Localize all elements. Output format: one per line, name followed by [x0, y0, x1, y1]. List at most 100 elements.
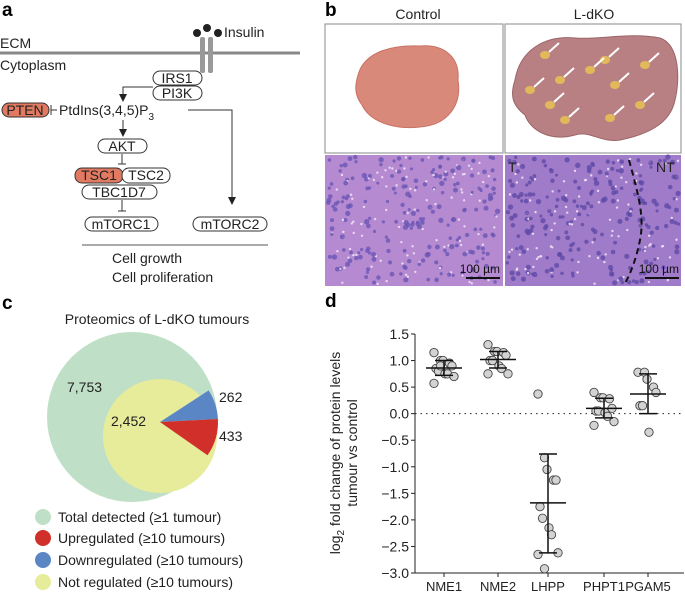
cell-nucleus — [422, 182, 428, 187]
cell-nucleus — [507, 158, 512, 163]
cell-nucleus — [549, 267, 555, 273]
data-point-nme2 — [501, 350, 511, 360]
pi3k-node — [152, 85, 203, 101]
cell-vacuole — [535, 247, 538, 250]
cell-vacuole — [461, 274, 464, 277]
cell-vacuole — [576, 271, 579, 274]
y-tick-label: −1.5 — [381, 485, 409, 501]
cell-nucleus — [410, 167, 414, 171]
cell-vacuole — [620, 165, 624, 168]
cell-nucleus — [371, 280, 377, 285]
cell-nucleus — [505, 261, 510, 265]
cell-nucleus — [653, 257, 657, 262]
cell-vacuole — [647, 234, 651, 237]
y-axis-label-line2: tumour vs control — [344, 399, 360, 506]
cell-nucleus — [624, 253, 630, 259]
arrow-icon — [643, 92, 655, 103]
cell-nucleus — [416, 224, 422, 230]
cell-nucleus — [417, 262, 422, 266]
cell-nucleus — [474, 207, 479, 212]
cell-vacuole — [412, 252, 416, 255]
cell-nucleus — [353, 154, 358, 160]
svg-text:Total detected (≥1 tumour): Total detected (≥1 tumour) — [58, 509, 221, 525]
cell-vacuole — [404, 273, 408, 277]
panel-c-venn: c Proteomics of L-dKO tumours 7,753 2,45… — [2, 293, 249, 590]
tsc2-node — [121, 167, 171, 184]
y-axis-label-line1: log2 fold change of protein levels — [327, 352, 347, 554]
cell-nucleus — [575, 162, 581, 169]
cell-vacuole — [435, 238, 438, 242]
cell-nucleus — [555, 173, 559, 177]
cell-nucleus — [641, 200, 646, 206]
histology-cells — [326, 154, 681, 286]
cell-nucleus — [571, 242, 576, 246]
cell-vacuole — [564, 205, 568, 209]
arrow-icon — [563, 67, 575, 78]
cell-nucleus — [643, 259, 649, 265]
cell-vacuole — [573, 169, 577, 173]
cell-nucleus — [481, 257, 485, 261]
control-title: Control — [395, 6, 440, 22]
cell-nucleus — [531, 192, 536, 197]
cell-nucleus — [448, 236, 453, 240]
cell-nucleus — [572, 199, 577, 204]
cell-vacuole — [391, 167, 394, 170]
cell-nucleus — [531, 156, 537, 162]
cell-nucleus — [490, 266, 494, 270]
cell-vacuole — [463, 172, 466, 176]
cell-vacuole — [533, 178, 537, 181]
cell-nucleus — [570, 271, 575, 276]
tumour-nodule — [555, 76, 565, 84]
x-tick-label: NME1 — [426, 579, 462, 594]
tbc1d7-node — [81, 184, 158, 200]
cell-vacuole — [616, 199, 620, 202]
cell-nucleus — [639, 188, 643, 192]
cell-nucleus — [464, 232, 470, 238]
cell-nucleus — [568, 248, 573, 253]
cell-nucleus — [600, 255, 606, 261]
cell-proliferation-label: Cell proliferation — [112, 269, 213, 285]
cell-nucleus — [676, 222, 681, 226]
tumour-nodule — [525, 86, 535, 94]
cell-nucleus — [675, 190, 681, 197]
cell-nucleus — [399, 272, 403, 276]
cell-nucleus — [468, 249, 473, 255]
cell-vacuole — [413, 189, 417, 192]
cell-vacuole — [360, 222, 363, 226]
cell-nucleus — [410, 210, 416, 216]
cell-nucleus — [462, 207, 467, 213]
cell-vacuole — [620, 176, 623, 179]
cell-vacuole — [481, 180, 485, 184]
cell-vacuole — [376, 282, 379, 286]
cell-nucleus — [669, 219, 675, 225]
cell-vacuole — [610, 234, 613, 237]
cell-vacuole — [626, 228, 629, 232]
cell-nucleus — [476, 245, 481, 250]
cell-nucleus — [609, 268, 613, 272]
cell-nucleus — [366, 223, 371, 229]
cell-vacuole — [590, 174, 593, 177]
nontumour-label: NT — [656, 159, 675, 175]
cell-nucleus — [477, 186, 482, 191]
cell-vacuole — [518, 253, 521, 256]
cell-nucleus — [649, 165, 653, 169]
cell-vacuole — [360, 234, 364, 237]
cell-nucleus — [420, 258, 426, 263]
cell-vacuole — [656, 257, 660, 260]
cell-nucleus — [638, 180, 643, 184]
x-tick-label: PGAM5 — [625, 579, 671, 594]
cell-vacuole — [336, 249, 339, 253]
cell-vacuole — [459, 243, 463, 247]
cell-nucleus — [549, 168, 553, 172]
cell-nucleus — [577, 212, 582, 217]
data-point-pgam5 — [651, 387, 661, 398]
cell-nucleus — [585, 201, 590, 206]
cell-nucleus — [634, 279, 639, 285]
cell-nucleus — [339, 234, 345, 240]
cell-nucleus — [484, 263, 489, 269]
cell-vacuole — [444, 170, 447, 173]
cell-vacuole — [379, 259, 382, 262]
panel-d-scatter-chart: d log2 fold change of protein levels tum… — [325, 291, 684, 594]
cell-nucleus — [559, 255, 565, 261]
y-tick-label: 1.5 — [390, 326, 410, 342]
